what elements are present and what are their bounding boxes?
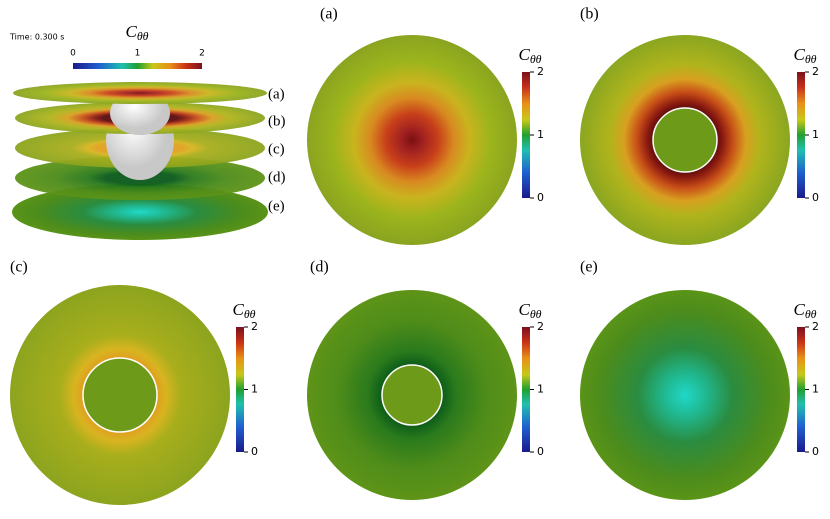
- colorbar-tick-label: 0: [70, 49, 76, 59]
- layer-label: (e): [268, 198, 285, 214]
- colorbar-tick-label: 0: [537, 445, 544, 458]
- subscript: θθ: [530, 52, 542, 66]
- colorbar-tick-label: 2: [537, 65, 544, 78]
- colorbar-tick-label: 2: [537, 320, 544, 333]
- panel-label: (e): [580, 259, 598, 276]
- subscript: θθ: [805, 307, 817, 321]
- disc: [307, 35, 517, 245]
- colorbar-title: Cθθ: [232, 300, 255, 321]
- colorbar-tick-label: 2: [199, 49, 205, 59]
- layer-label: (c): [268, 141, 285, 157]
- colorbar-title: Cθθ: [125, 22, 148, 43]
- layer-e: [12, 184, 268, 240]
- subscript: θθ: [244, 307, 256, 321]
- colorbar-title: Cθθ: [518, 300, 541, 321]
- symbol: C: [232, 300, 244, 319]
- colorbar: [236, 327, 244, 452]
- colorbar-tick-label: 1: [812, 383, 819, 396]
- layer-a: [13, 82, 267, 104]
- inclusion: [82, 357, 158, 433]
- colorbar-title: Cθθ: [793, 300, 816, 321]
- inclusion: [652, 107, 718, 173]
- colorbar-tick-label: 1: [537, 383, 544, 396]
- symbol: C: [125, 22, 137, 41]
- colorbar-title: Cθθ: [518, 45, 541, 66]
- overview-3d: Time: 0.300 s: [9, 33, 268, 240]
- layer-label: (d): [268, 169, 286, 185]
- colorbar-tick-label: 0: [251, 445, 258, 458]
- layer-label: (a): [268, 86, 285, 102]
- panel-label: (c): [10, 259, 28, 276]
- subscript: θθ: [530, 307, 542, 321]
- colorbar: [73, 63, 202, 69]
- colorbar-tick-label: 1: [135, 49, 141, 59]
- colorbar-tick-label: 0: [812, 445, 819, 458]
- panel-label: (d): [310, 259, 329, 276]
- panel-label: (b): [580, 6, 599, 23]
- colorbar-tick-label: 1: [812, 128, 819, 141]
- colorbar-tick-label: 2: [251, 320, 258, 333]
- colorbar: [797, 72, 805, 198]
- colorbar-tick-label: 1: [251, 383, 258, 396]
- disc: [580, 290, 790, 500]
- time-label: Time: 0.300 s: [9, 33, 64, 42]
- colorbar-tick-label: 2: [812, 65, 819, 78]
- panel-label: (a): [320, 6, 338, 23]
- colorbar: [522, 72, 530, 198]
- symbol: C: [518, 300, 530, 319]
- colorbar-tick-label: 0: [812, 191, 819, 204]
- colorbar-title: Cθθ: [793, 45, 816, 66]
- colorbar-tick-label: 1: [537, 128, 544, 141]
- symbol: C: [793, 300, 805, 319]
- symbol: C: [518, 45, 530, 64]
- colorbar: [797, 327, 805, 452]
- layer-label: (b): [268, 113, 286, 129]
- subscript: θθ: [137, 29, 149, 43]
- inclusion: [381, 364, 443, 426]
- colorbar-tick-label: 0: [537, 191, 544, 204]
- colorbar-tick-label: 2: [812, 320, 819, 333]
- colorbar: [522, 327, 530, 452]
- symbol: C: [793, 45, 805, 64]
- subscript: θθ: [805, 52, 817, 66]
